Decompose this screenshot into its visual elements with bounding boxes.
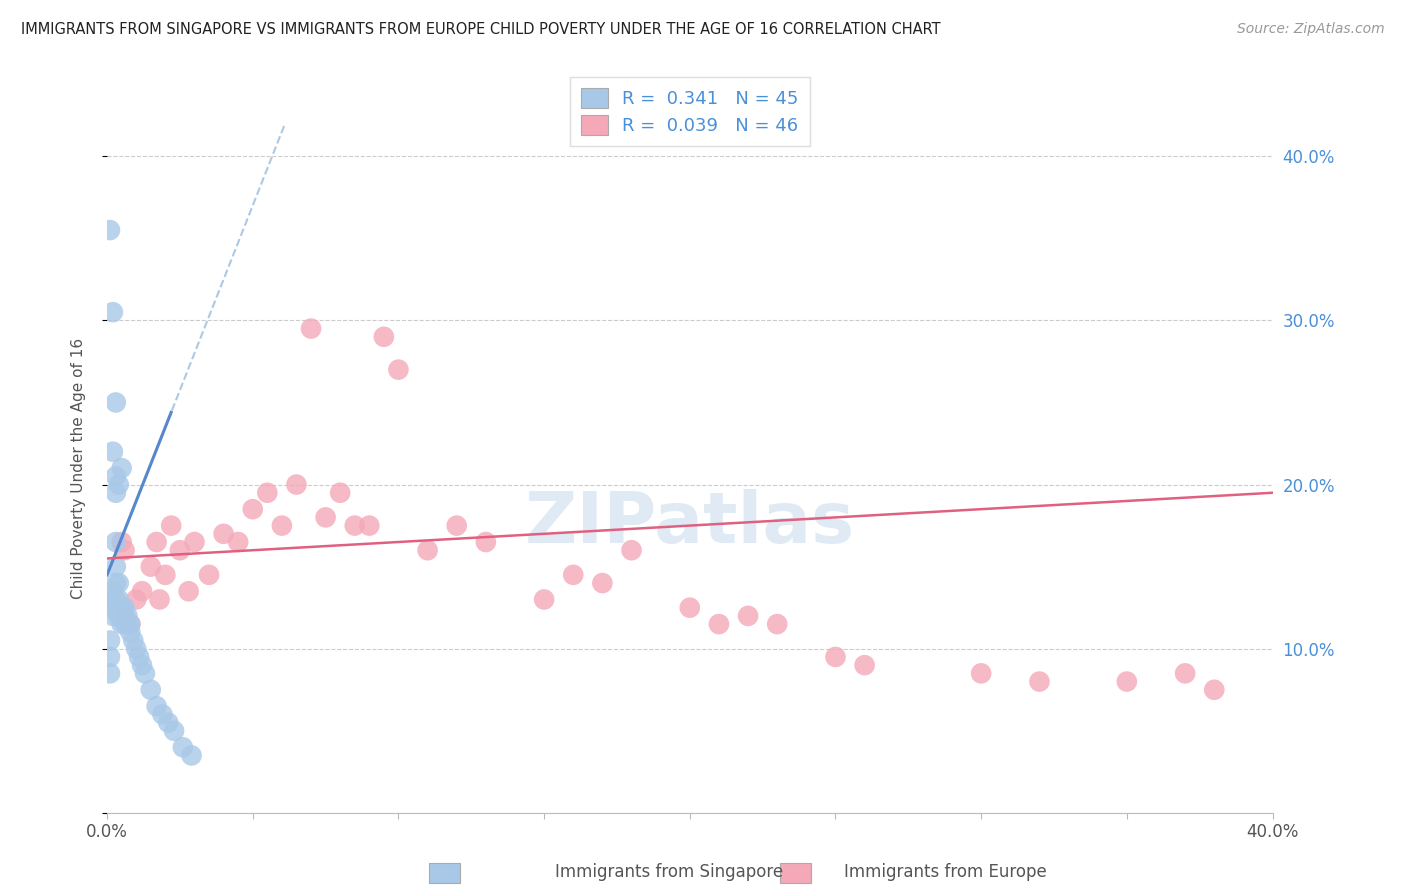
Point bbox=[212, 526, 235, 541]
Legend: R =  0.341   N = 45, R =  0.039   N = 46: R = 0.341 N = 45, R = 0.039 N = 46 bbox=[569, 78, 810, 146]
Point bbox=[387, 362, 409, 376]
Point bbox=[111, 535, 134, 549]
Point bbox=[970, 666, 993, 681]
Text: ZIPatlas: ZIPatlas bbox=[524, 489, 855, 558]
Point bbox=[824, 649, 846, 664]
Point bbox=[139, 559, 162, 574]
Point bbox=[107, 576, 129, 591]
Point bbox=[131, 584, 153, 599]
Point bbox=[533, 592, 555, 607]
Point bbox=[172, 740, 194, 755]
Point bbox=[152, 707, 174, 722]
Point bbox=[1174, 666, 1197, 681]
Point bbox=[198, 567, 221, 582]
Point bbox=[101, 600, 124, 615]
Point bbox=[475, 535, 498, 549]
Point bbox=[128, 649, 150, 664]
Point bbox=[416, 543, 439, 558]
Point bbox=[853, 658, 876, 673]
Point bbox=[111, 600, 134, 615]
Point bbox=[104, 469, 127, 483]
Point bbox=[101, 305, 124, 319]
Point bbox=[107, 477, 129, 491]
Point bbox=[101, 584, 124, 599]
Point bbox=[101, 608, 124, 623]
Point bbox=[98, 223, 121, 237]
Point bbox=[169, 543, 191, 558]
Point bbox=[104, 576, 127, 591]
Point bbox=[98, 633, 121, 648]
Point bbox=[117, 617, 139, 632]
Point bbox=[315, 510, 337, 524]
Point bbox=[766, 617, 789, 632]
Point bbox=[120, 617, 142, 632]
Point bbox=[114, 543, 136, 558]
Point bbox=[101, 592, 124, 607]
Point bbox=[114, 608, 136, 623]
Point bbox=[270, 518, 292, 533]
Text: Immigrants from Singapore: Immigrants from Singapore bbox=[555, 863, 783, 881]
Point bbox=[104, 592, 127, 607]
Y-axis label: Child Poverty Under the Age of 16: Child Poverty Under the Age of 16 bbox=[72, 337, 86, 599]
Point bbox=[226, 535, 249, 549]
Point bbox=[98, 649, 121, 664]
Point bbox=[107, 592, 129, 607]
Point bbox=[98, 666, 121, 681]
Point bbox=[139, 682, 162, 697]
Point bbox=[157, 715, 180, 730]
Text: IMMIGRANTS FROM SINGAPORE VS IMMIGRANTS FROM EUROPE CHILD POVERTY UNDER THE AGE : IMMIGRANTS FROM SINGAPORE VS IMMIGRANTS … bbox=[21, 22, 941, 37]
Point bbox=[359, 518, 381, 533]
Point bbox=[114, 617, 136, 632]
Point bbox=[1115, 674, 1137, 689]
Point bbox=[117, 608, 139, 623]
Point bbox=[111, 617, 134, 632]
Point bbox=[107, 608, 129, 623]
Text: Immigrants from Europe: Immigrants from Europe bbox=[844, 863, 1046, 881]
Point bbox=[737, 608, 759, 623]
Point bbox=[104, 535, 127, 549]
Point bbox=[104, 395, 127, 409]
Point bbox=[125, 641, 148, 656]
Point bbox=[120, 625, 142, 640]
Point bbox=[1204, 682, 1226, 697]
Point bbox=[620, 543, 643, 558]
Point bbox=[177, 584, 200, 599]
Point bbox=[679, 600, 702, 615]
Point bbox=[111, 461, 134, 475]
Point bbox=[104, 559, 127, 574]
Point bbox=[114, 608, 136, 623]
Point bbox=[160, 518, 183, 533]
Point bbox=[145, 699, 167, 714]
Point bbox=[446, 518, 468, 533]
Point bbox=[1028, 674, 1050, 689]
Point bbox=[285, 477, 308, 491]
Point bbox=[562, 567, 585, 582]
Point bbox=[242, 502, 264, 516]
Point bbox=[373, 330, 395, 344]
Point bbox=[120, 617, 142, 632]
Point bbox=[122, 633, 145, 648]
Point bbox=[329, 485, 352, 500]
Point bbox=[101, 444, 124, 458]
Point bbox=[114, 600, 136, 615]
Point bbox=[299, 321, 322, 335]
Point bbox=[145, 535, 167, 549]
Point bbox=[104, 485, 127, 500]
Point bbox=[155, 567, 177, 582]
Point bbox=[707, 617, 730, 632]
Point bbox=[111, 608, 134, 623]
Point bbox=[148, 592, 170, 607]
Text: Source: ZipAtlas.com: Source: ZipAtlas.com bbox=[1237, 22, 1385, 37]
Point bbox=[134, 666, 156, 681]
Point bbox=[343, 518, 366, 533]
Point bbox=[107, 600, 129, 615]
Point bbox=[591, 576, 613, 591]
Point bbox=[131, 658, 153, 673]
Point bbox=[256, 485, 278, 500]
Point bbox=[163, 723, 186, 738]
Point bbox=[180, 748, 202, 763]
Point bbox=[183, 535, 205, 549]
Point bbox=[125, 592, 148, 607]
